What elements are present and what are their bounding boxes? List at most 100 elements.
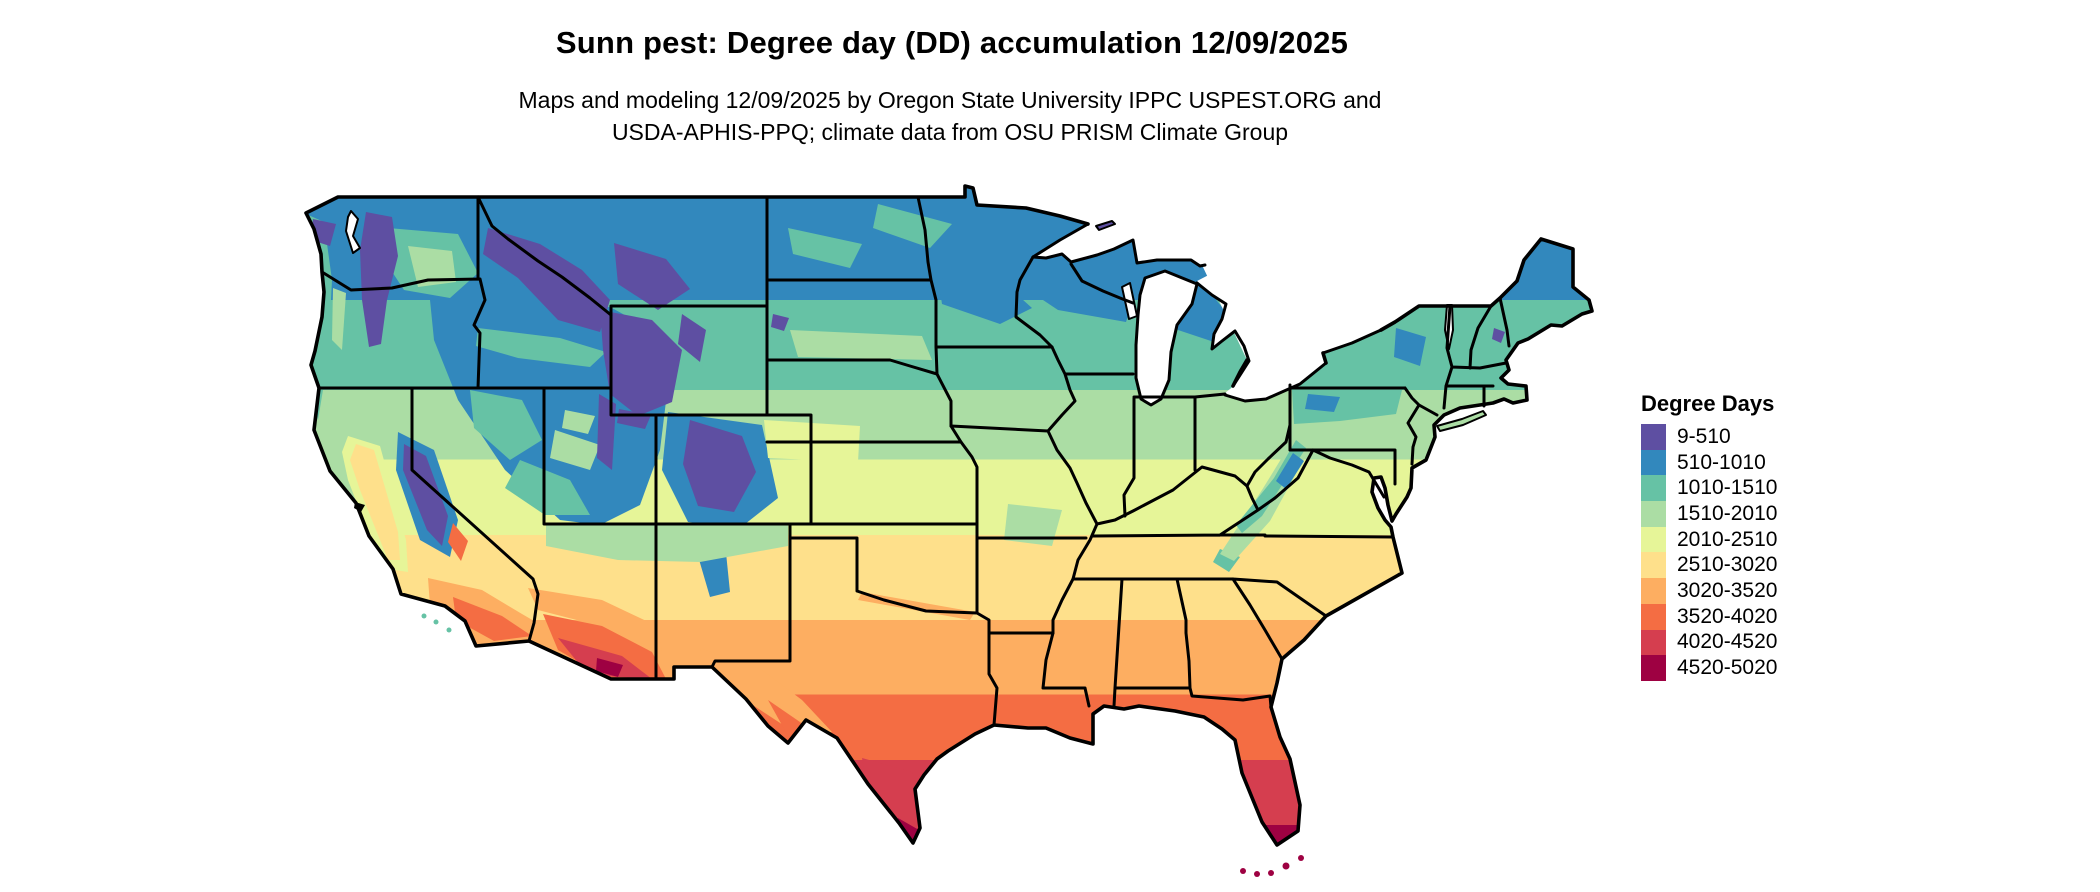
patch-cascades — [360, 212, 398, 347]
legend-item: 3520-4020 — [1641, 603, 1778, 630]
lakeshore-layer — [1031, 222, 1383, 407]
erie-shoreline — [1223, 361, 1328, 403]
patch-arizona-hot — [543, 614, 666, 679]
patch-white-mountains — [1492, 328, 1505, 343]
patch-great-salt-desert — [562, 410, 595, 434]
legend-item: 510-1010 — [1641, 449, 1777, 476]
long-island — [1436, 410, 1487, 432]
state-borders-northeast — [1288, 296, 1511, 466]
patch-arizona-maroon — [596, 658, 623, 677]
patch-north-pa-blue — [1305, 394, 1340, 412]
patch-north-wisconsin — [1028, 268, 1133, 322]
lake-ontario — [1323, 313, 1392, 353]
legend-item: 4020-4520 — [1641, 629, 1777, 656]
legend-label: 1010-1510 — [1677, 476, 1778, 500]
state-borders-midwest — [949, 255, 1292, 708]
florida-key-3 — [1268, 870, 1274, 876]
legend-item: 1510-2010 — [1641, 501, 1777, 527]
legend-swatch — [1641, 501, 1666, 527]
patch-northern-rockies — [483, 228, 610, 332]
legend-item: 1010-1510 — [1641, 475, 1778, 502]
legend-label: 2510-3020 — [1677, 553, 1778, 577]
state-borders — [317, 195, 1511, 727]
ontario-shoreline — [1321, 328, 1383, 355]
patch-sierra-nevada — [403, 444, 448, 546]
channel-island-2 — [433, 619, 439, 625]
red-patches — [558, 638, 926, 836]
patch-colorado-rockies — [683, 420, 756, 512]
patch-montana-east-a — [788, 228, 862, 268]
appalachian-patches — [1220, 394, 1340, 561]
legend-label: 510-1010 — [1677, 450, 1766, 474]
patch-four-corners-plateau — [546, 524, 788, 562]
lake-erie — [1225, 352, 1326, 401]
florida-key-5 — [1298, 855, 1304, 861]
lake-superior — [1033, 218, 1205, 266]
patch-nevada-south — [505, 460, 590, 515]
patch-south-dakota — [790, 330, 932, 360]
legend-label: 9-510 — [1677, 424, 1731, 448]
patch-willamette — [332, 288, 346, 350]
florida-key-4 — [1282, 862, 1290, 870]
subtitle-line-1: Maps and modeling 12/09/2025 by Oregon S… — [518, 87, 1382, 113]
legend-label: 3020-3520 — [1677, 578, 1778, 602]
puget-sound — [345, 210, 361, 254]
patch-arizona-band — [528, 588, 662, 652]
superior-shoreline — [1031, 222, 1207, 268]
islands-layer — [354, 220, 1487, 877]
page-title: Sunn pest: Degree day (DD) accumulation … — [555, 25, 1349, 60]
patch-south-texas — [862, 758, 926, 836]
patch-yellowstone-wyoming — [600, 310, 682, 416]
patch-montana-east-b — [873, 204, 952, 248]
patch-adirondacks — [1394, 328, 1426, 366]
channel-island-3 — [446, 627, 452, 633]
patch-minnesota — [938, 278, 1032, 324]
patch-black-hills-core — [771, 314, 789, 331]
michigan-shoreline — [1134, 269, 1199, 407]
legend: Degree Days 9-510 510-1010 1010-1510 1510-2… — [1641, 391, 1777, 681]
legend-swatch — [1641, 603, 1666, 630]
subtitle-line-2: USDA-APHIS-PPQ; climate data from OSU PR… — [611, 119, 1289, 145]
channel-island-1 — [421, 613, 427, 619]
huron-mitten-shoreline — [1195, 281, 1251, 388]
paleyellow-patches — [350, 444, 400, 560]
patch-columbia-core — [408, 246, 456, 287]
legend-item: 9-510 — [1641, 424, 1777, 450]
isle-royale — [1095, 220, 1116, 231]
patch-appalachia-blue — [1276, 453, 1304, 489]
patch-ozarks — [1004, 504, 1062, 546]
patch-death-valley — [448, 523, 468, 561]
legend-item: 4520-5020 — [1641, 655, 1777, 681]
legend-swatch — [1641, 578, 1666, 604]
patch-nevada-valleys — [470, 390, 542, 460]
orange-patches — [428, 578, 975, 736]
lake-huron — [1197, 264, 1302, 385]
san-francisco-bay — [354, 502, 365, 512]
state-borders-plains — [765, 195, 1088, 727]
lake-michigan — [1136, 271, 1197, 405]
patch-central-valley-core — [350, 444, 400, 560]
legend-swatch — [1641, 475, 1666, 502]
legend-label: 4520-5020 — [1677, 656, 1778, 680]
us-coastline — [304, 184, 1594, 847]
legend-label: 3520-4020 — [1677, 604, 1778, 628]
legend-title: Degree Days — [1641, 391, 1775, 416]
patch-west-texas — [700, 648, 832, 736]
florida-key-1 — [1240, 868, 1246, 874]
green-patches — [320, 246, 1062, 562]
legend-swatch — [1641, 655, 1666, 681]
lakes-layer — [345, 210, 1454, 405]
legend-swatch — [1641, 526, 1666, 553]
legend-label: 2010-2510 — [1677, 527, 1778, 551]
florida-key-2 — [1254, 871, 1260, 877]
patch-arizona-core — [558, 638, 652, 679]
patch-socal-desert — [428, 578, 560, 646]
patch-bighorn — [678, 314, 706, 362]
legend-item: 2510-3020 — [1641, 552, 1778, 579]
patch-montana-rockies — [614, 243, 690, 310]
legend-label: 1510-2010 — [1677, 501, 1778, 525]
patch-socal-hot — [453, 597, 532, 641]
green-bay-shoreline — [1121, 282, 1138, 320]
